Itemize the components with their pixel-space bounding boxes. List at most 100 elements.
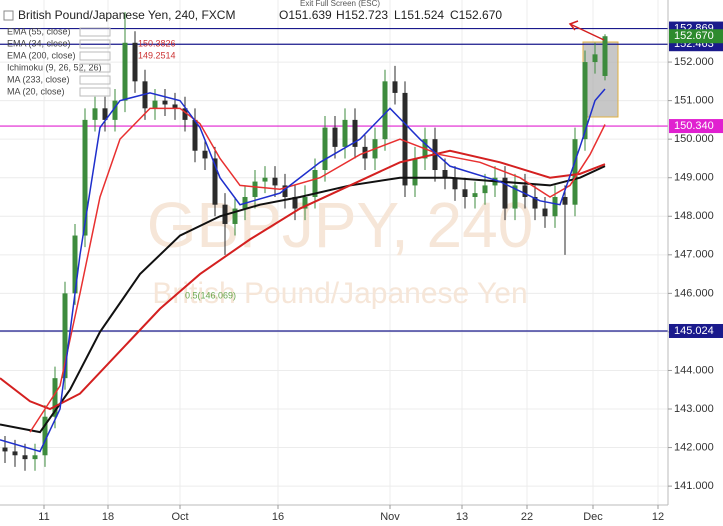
candle-body (212, 158, 218, 205)
candle-body (382, 81, 388, 140)
x-tick-label: 18 (102, 511, 114, 523)
candle-body (552, 196, 558, 217)
candle-body (162, 100, 168, 105)
indicator-icons[interactable] (79, 75, 111, 85)
candle-body (32, 455, 38, 460)
x-tick-label: 13 (456, 511, 468, 523)
indicator-icons[interactable] (79, 87, 111, 97)
candle-body (522, 185, 528, 197)
ohlc-close: C152.670 (450, 8, 502, 22)
level-label-bg (669, 119, 723, 134)
ohlc-high: H152.723 (336, 8, 388, 22)
candle-body (202, 150, 208, 159)
candle-body (302, 196, 308, 209)
x-tick-label: Nov (380, 511, 400, 523)
candle-body (342, 119, 348, 147)
x-tick-label: 16 (272, 511, 284, 523)
indicator-line (0, 88, 606, 453)
x-tick-label: 11 (38, 511, 49, 523)
level-label: 150.340 (674, 120, 714, 132)
last-price-bg (669, 29, 723, 44)
indicator-name: EMA (34, close) (7, 38, 71, 48)
indicator-name: MA (233, close) (7, 74, 70, 84)
candle-body (452, 177, 458, 190)
candle-body (602, 36, 608, 76)
indicator-name: Ichimoku (9, 26, 52, 26) (7, 62, 102, 72)
candle-body (572, 139, 578, 205)
ohlc-open: O151.639 (279, 8, 332, 22)
candle-body (92, 108, 98, 120)
y-tick-label: 146.000 (674, 287, 714, 299)
candle-body (232, 208, 238, 224)
candle-body (592, 54, 598, 63)
indicator-name: MA (20, close) (7, 86, 65, 96)
candle-body (402, 92, 408, 186)
candle-body (102, 108, 108, 120)
symbol-title: British Pound/Japanese Yen, 240, FXCM (18, 8, 235, 22)
candle-body (42, 416, 48, 456)
candle-body (72, 235, 78, 294)
candle-body (532, 196, 538, 209)
indicator-line (0, 165, 606, 434)
x-tick-label: 12 (652, 511, 664, 523)
y-tick-label: 143.000 (674, 403, 714, 415)
candle-body (2, 447, 8, 452)
last-price-label: 152.670 (674, 30, 714, 42)
indicator-icons[interactable] (79, 27, 111, 37)
candle-body (392, 81, 398, 93)
candle-body (292, 196, 298, 209)
indicator-icons[interactable] (79, 63, 111, 73)
candle-body (322, 127, 328, 171)
indicator-icons[interactable] (79, 51, 111, 61)
y-tick-label: 141.000 (674, 480, 714, 492)
indicator-name: EMA (200, close) (7, 50, 76, 60)
candle-body (82, 119, 88, 236)
indicator-value: 149.2514 (138, 50, 176, 60)
candle-body (502, 177, 508, 209)
arrow-head (568, 20, 579, 31)
candle-body (472, 193, 478, 197)
y-tick-label: 152.000 (674, 56, 714, 68)
indicator-value: 150.3826 (138, 38, 176, 48)
indicator-name: EMA (55, close) (7, 26, 71, 36)
arrow (569, 23, 605, 41)
y-tick-label: 149.000 (674, 172, 714, 184)
candle-body (282, 185, 288, 197)
candle-body (172, 104, 178, 109)
candle-body (272, 177, 278, 186)
candle-body (262, 177, 268, 182)
y-tick-label: 150.000 (674, 133, 714, 145)
candle-body (542, 208, 548, 217)
y-tick-label: 151.000 (674, 95, 714, 107)
candle-body (22, 455, 28, 460)
watermark: GBPJPY, 240 (147, 189, 534, 261)
indicator-icons[interactable] (79, 39, 111, 49)
x-tick-label: 22 (521, 511, 533, 523)
collapse-icon[interactable] (3, 10, 14, 21)
level-label: 145.024 (674, 325, 714, 337)
candle-body (182, 108, 188, 120)
candle-body (462, 189, 468, 197)
candle-body (52, 378, 58, 417)
fib-annotation: 0.5(146.069) (185, 290, 236, 300)
candle-body (312, 170, 318, 197)
candle-body (132, 42, 138, 82)
level-label-bg (669, 323, 723, 338)
candle-body (12, 451, 18, 456)
candle-body (122, 42, 128, 101)
indicator-line (29, 107, 606, 433)
x-tick-label: Oct (171, 511, 188, 523)
watermark: British Pound/Japanese Yen (152, 277, 527, 310)
candle-body (112, 100, 118, 120)
y-tick-label: 147.000 (674, 249, 714, 261)
candle-body (482, 185, 488, 194)
candle-body (582, 62, 588, 140)
candle-body (62, 293, 68, 379)
exit-fullscreen[interactable]: Exit Full Screen (ESC) (300, 0, 380, 8)
candle-body (412, 158, 418, 186)
highlight-box (582, 41, 619, 118)
candle-body (332, 127, 338, 147)
candle-body (252, 181, 258, 197)
